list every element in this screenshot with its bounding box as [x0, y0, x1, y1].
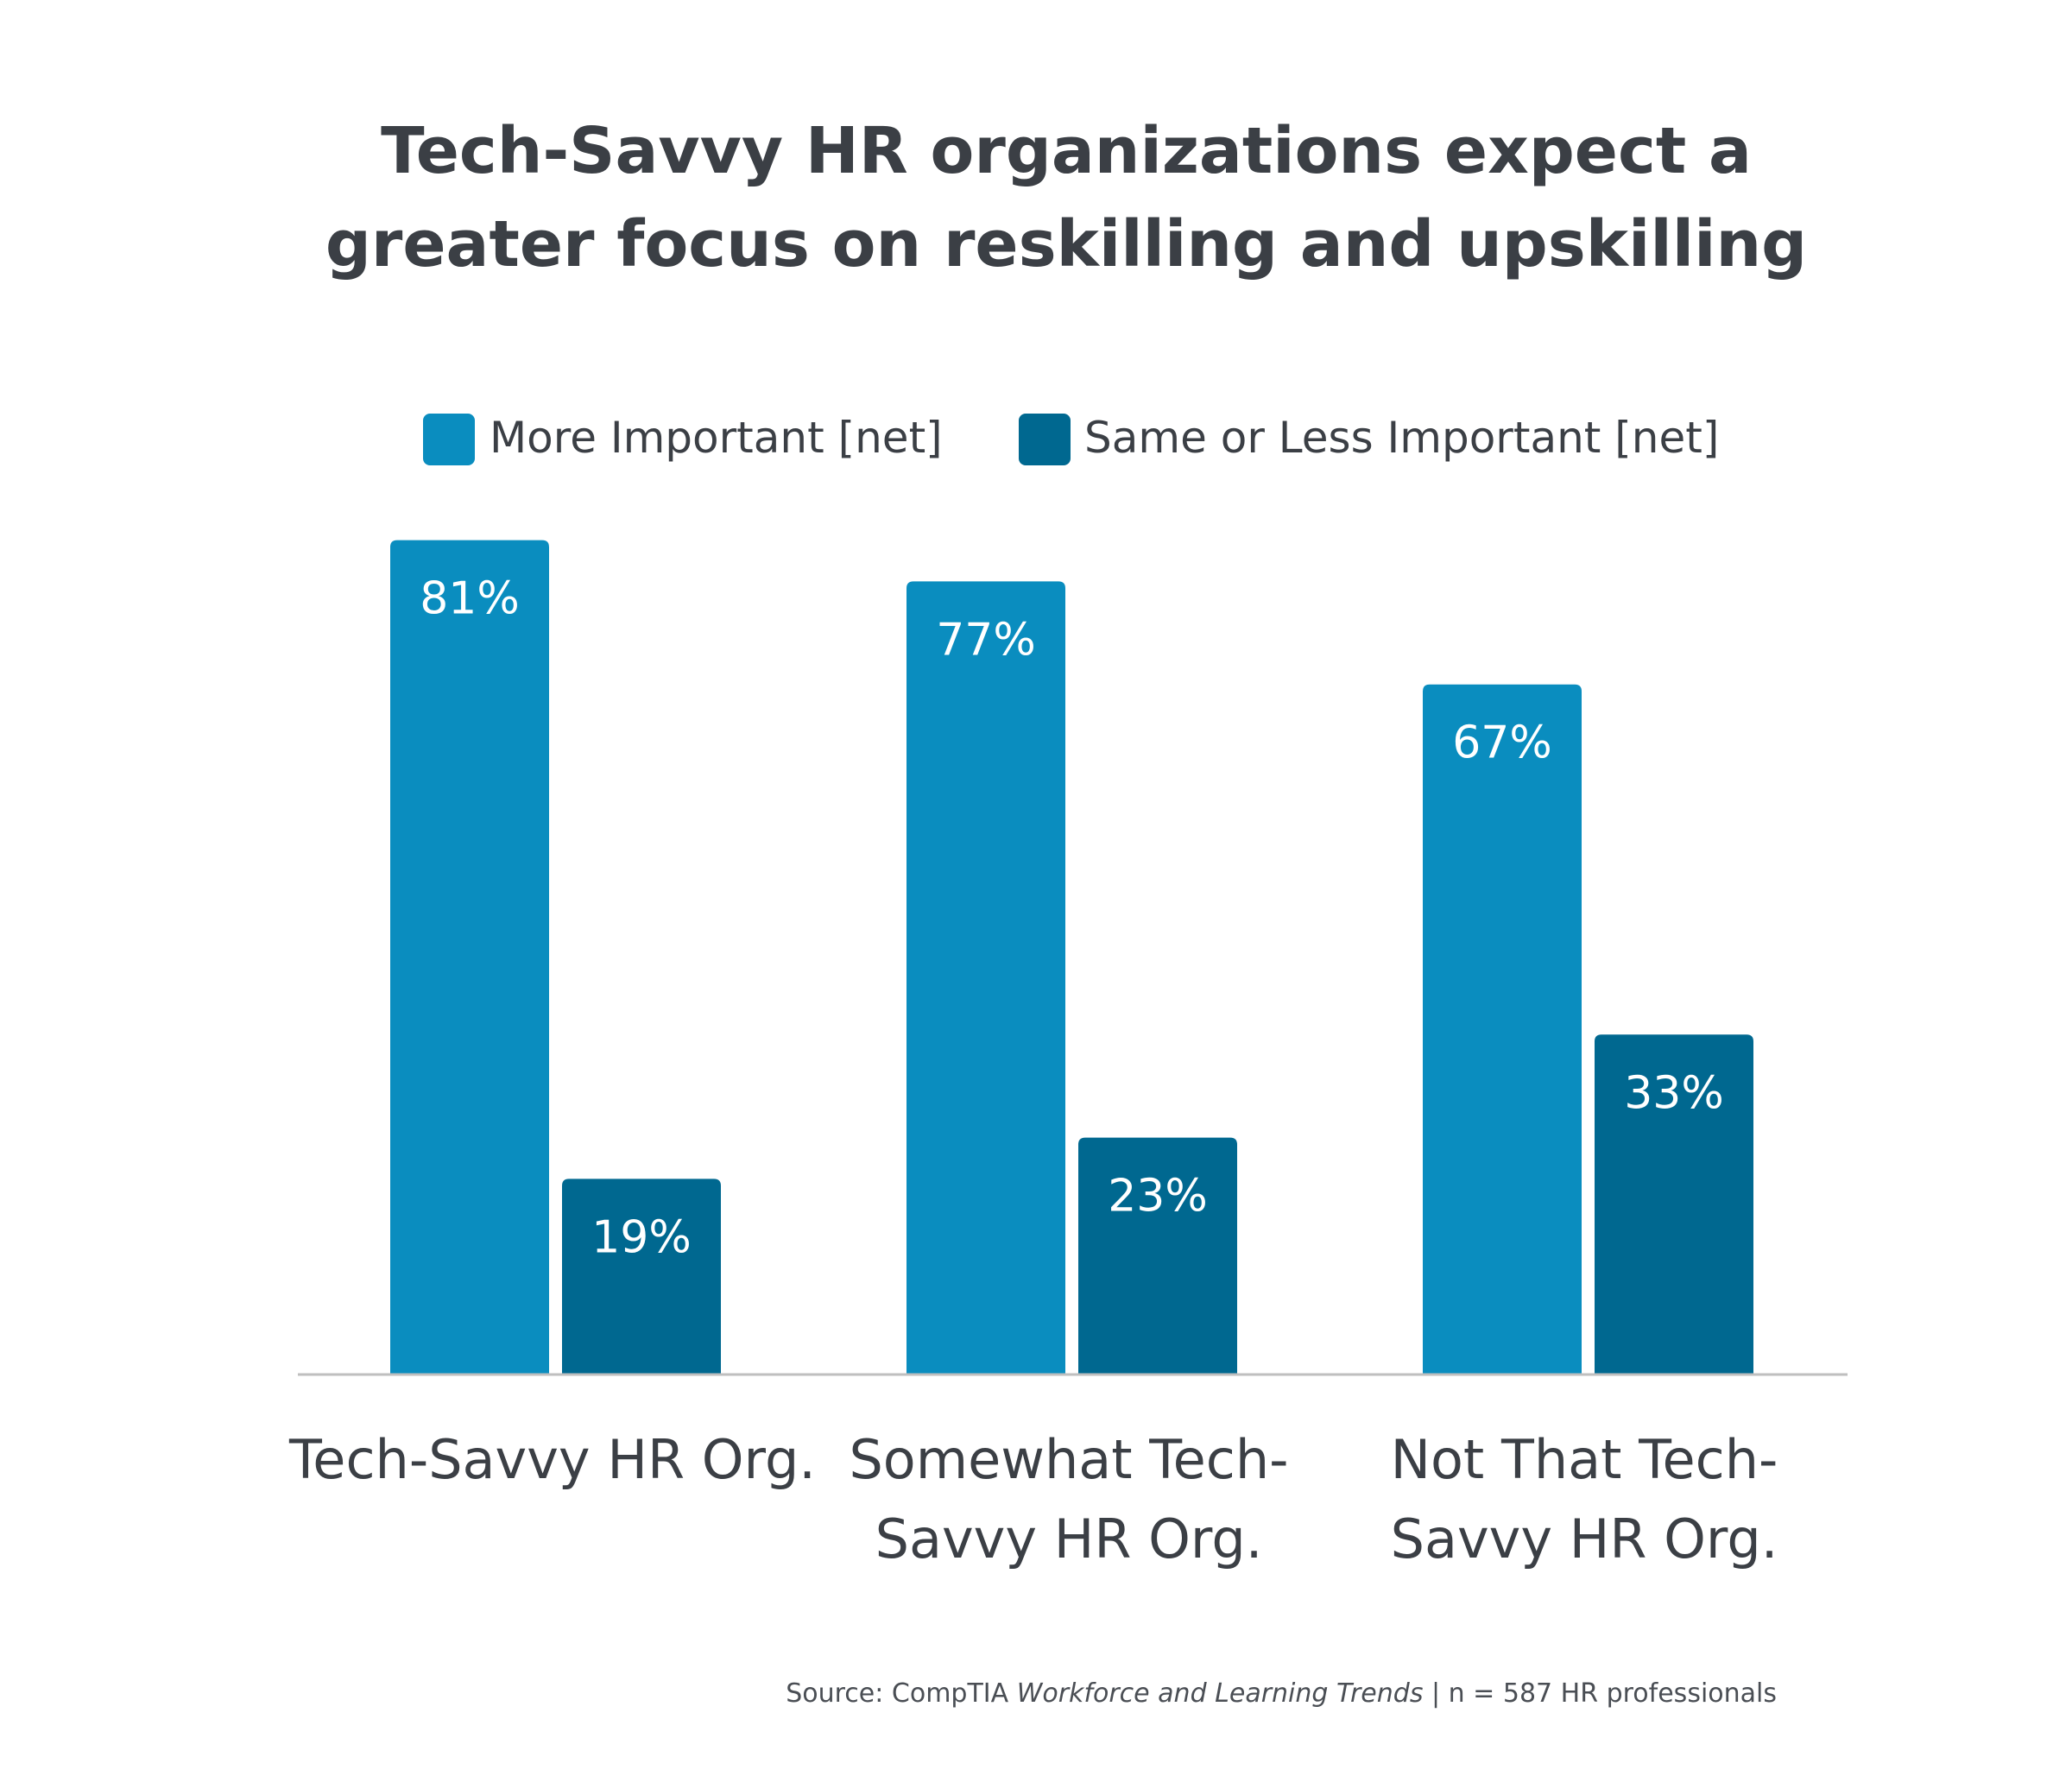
chart-title-line-2: greater focus on reskilling and upskilli…: [325, 207, 1807, 281]
bar-more-important-1: [390, 540, 549, 1375]
category-label-2-line-2: Savvy HR Org.: [875, 1507, 1263, 1571]
data-label-more-important-2: 77%: [936, 614, 1036, 666]
bar-same-or-less-important-3: [1595, 1034, 1753, 1375]
data-label-same-or-less-important-3: 33%: [1624, 1067, 1724, 1119]
data-label-same-or-less-important-1: 19%: [591, 1211, 692, 1263]
category-label-2-line-1: Somewhat Tech-: [849, 1428, 1288, 1491]
source-note: Source: CompTIA Workforce and Learning T…: [786, 1678, 1777, 1709]
data-label-more-important-1: 81%: [420, 573, 520, 625]
legend-swatch-more-important: [423, 414, 475, 465]
legend-swatch-same-or-less-important: [1019, 414, 1071, 465]
data-label-same-or-less-important-2: 23%: [1108, 1171, 1208, 1223]
bar-same-or-less-important-2: [1078, 1137, 1237, 1375]
legend: More Important [net] Same or Less Import…: [423, 413, 1719, 465]
category-label-3-line-2: Savvy HR Org.: [1391, 1507, 1778, 1571]
legend-label-same-or-less-important: Same or Less Important [net]: [1084, 413, 1719, 463]
chart-title-line-1: Tech-Savvy HR organizations expect a: [381, 114, 1752, 188]
data-labels-layer: 81% 19% 77% 23% 67% 33%: [420, 573, 1724, 1264]
category-label-3-line-1: Not That Tech-: [1391, 1428, 1778, 1491]
bar-more-important-2: [906, 581, 1065, 1375]
bar-same-or-less-important-1: [562, 1179, 721, 1375]
bar-more-important-3: [1423, 684, 1582, 1375]
bars-layer: [390, 540, 1753, 1375]
category-labels-layer: Tech-Savvy HR Org. Somewhat Tech- Savvy HR…: [288, 1428, 1778, 1571]
category-label-1-line-1: Tech-Savvy HR Org.: [288, 1428, 816, 1491]
data-label-more-important-3: 67%: [1452, 717, 1552, 769]
legend-label-more-important: More Important [net]: [490, 413, 943, 463]
